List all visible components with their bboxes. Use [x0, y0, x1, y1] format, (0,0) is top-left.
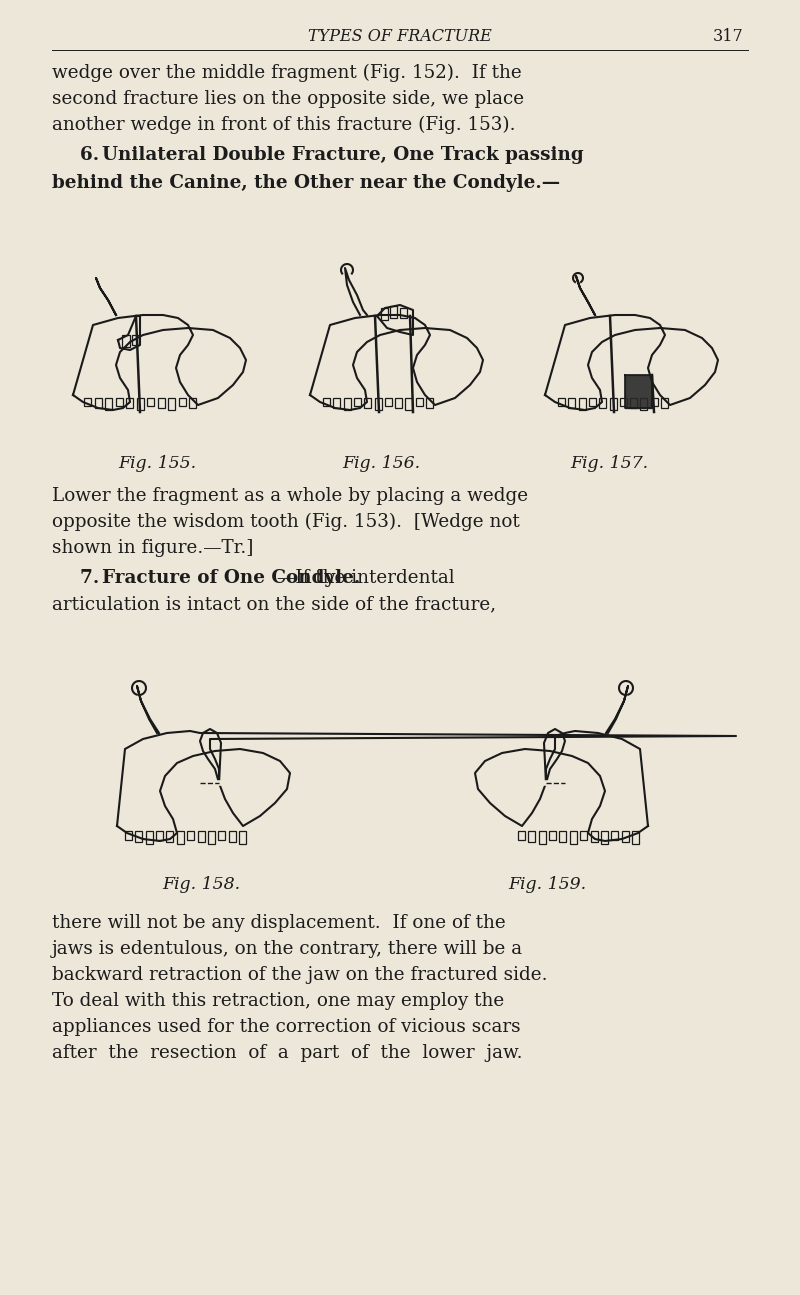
Bar	[146, 831, 153, 844]
Text: shown in figure.—Tr.]: shown in figure.—Tr.]	[52, 539, 254, 557]
Bar	[385, 398, 392, 407]
Bar	[622, 831, 629, 842]
Text: Fracture of One Condyle.: Fracture of One Condyle.	[102, 569, 360, 587]
Bar	[416, 398, 422, 407]
Text: TYPES OF FRACTURE: TYPES OF FRACTURE	[308, 28, 492, 45]
Text: Fig. 158.: Fig. 158.	[162, 875, 240, 894]
Bar	[135, 831, 142, 842]
Text: after  the  resection  of  a  part  of  the  lower  jaw.: after the resection of a part of the low…	[52, 1044, 522, 1062]
Bar	[354, 398, 361, 407]
Bar	[568, 398, 575, 408]
Bar	[168, 398, 175, 411]
Bar	[323, 398, 330, 407]
Text: Fig. 156.: Fig. 156.	[342, 455, 420, 471]
Bar	[578, 398, 586, 411]
Bar	[105, 398, 112, 411]
Text: jaws is edentulous, on the contrary, there will be a: jaws is edentulous, on the contrary, the…	[52, 940, 523, 958]
Bar	[640, 398, 647, 411]
Text: appliances used for the correction of vicious scars: appliances used for the correction of vi…	[52, 1018, 521, 1036]
Text: To deal with this retraction, one may employ the: To deal with this retraction, one may em…	[52, 992, 504, 1010]
Bar	[570, 831, 577, 844]
Text: —If the interdental: —If the interdental	[277, 569, 454, 587]
Bar	[187, 831, 194, 840]
Text: 317: 317	[712, 28, 743, 45]
Polygon shape	[625, 376, 652, 408]
Bar	[137, 398, 143, 411]
Bar	[610, 398, 617, 411]
Bar	[558, 398, 565, 407]
Bar	[344, 398, 350, 411]
Text: backward retraction of the jaw on the fractured side.: backward retraction of the jaw on the fr…	[52, 966, 547, 984]
Bar	[334, 398, 340, 408]
Bar	[178, 398, 186, 407]
Bar	[620, 398, 627, 407]
Bar	[589, 398, 596, 407]
Bar	[115, 398, 122, 407]
Bar	[559, 831, 566, 842]
Bar	[601, 831, 608, 844]
Bar	[611, 831, 618, 840]
Bar	[381, 308, 388, 320]
Bar	[198, 831, 205, 842]
Bar	[158, 398, 165, 408]
Bar	[538, 831, 546, 844]
Bar	[126, 398, 133, 408]
Bar	[632, 831, 639, 844]
Text: opposite the wisdom tooth (Fig. 153).  [Wedge not: opposite the wisdom tooth (Fig. 153). [W…	[52, 513, 520, 531]
Bar	[374, 398, 382, 411]
Bar	[395, 398, 402, 408]
Bar	[599, 398, 606, 408]
Bar	[518, 831, 525, 840]
Text: behind the Canine, the Other near the Condyle.—: behind the Canine, the Other near the Co…	[52, 174, 560, 192]
Bar	[208, 831, 215, 844]
Text: Fig. 155.: Fig. 155.	[118, 455, 196, 471]
Text: Fig. 159.: Fig. 159.	[508, 875, 586, 894]
Text: second fracture lies on the opposite side, we place: second fracture lies on the opposite sid…	[52, 89, 524, 107]
Text: there will not be any displacement.  If one of the: there will not be any displacement. If o…	[52, 914, 506, 932]
Bar	[147, 398, 154, 407]
Bar	[229, 831, 236, 842]
Bar	[94, 398, 102, 408]
Bar	[156, 831, 163, 840]
Text: another wedge in front of this fracture (Fig. 153).: another wedge in front of this fracture …	[52, 117, 515, 135]
Text: Lower the fragment as a whole by placing a wedge: Lower the fragment as a whole by placing…	[52, 487, 528, 505]
Bar	[166, 831, 174, 842]
Bar	[400, 308, 407, 319]
Text: 7.: 7.	[80, 569, 106, 587]
Bar	[177, 831, 184, 844]
Bar	[239, 831, 246, 844]
Bar	[125, 831, 132, 840]
Bar	[650, 398, 658, 407]
Bar	[590, 831, 598, 842]
Text: Fig. 157.: Fig. 157.	[570, 455, 648, 471]
Bar	[122, 335, 130, 347]
Text: 6.: 6.	[80, 146, 106, 164]
Bar	[406, 398, 413, 411]
Bar	[132, 335, 139, 344]
Bar	[189, 398, 196, 408]
Bar	[580, 831, 587, 840]
Bar	[218, 831, 226, 840]
Bar	[528, 831, 535, 842]
Text: Unilateral Double Fracture, One Track passing: Unilateral Double Fracture, One Track pa…	[102, 146, 584, 164]
Bar	[390, 306, 397, 319]
Bar	[549, 831, 556, 840]
Bar	[630, 398, 637, 408]
Bar	[661, 398, 668, 408]
Text: articulation is intact on the side of the fracture,: articulation is intact on the side of th…	[52, 594, 496, 613]
Bar	[84, 398, 91, 407]
Bar	[364, 398, 371, 408]
Bar	[426, 398, 433, 408]
Text: wedge over the middle fragment (Fig. 152).  If the: wedge over the middle fragment (Fig. 152…	[52, 63, 522, 83]
